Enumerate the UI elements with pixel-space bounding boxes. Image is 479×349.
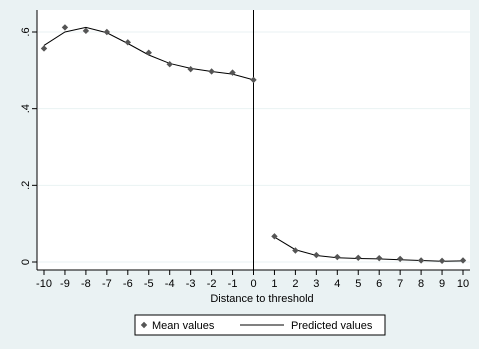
x-tick-label: -10 [36,278,52,290]
mean-point [438,257,446,265]
mean-point [292,247,299,254]
mean-point [417,257,425,264]
x-tick-label: -7 [102,278,112,290]
y-tick-label: .6 [20,27,32,36]
x-tick-label: -8 [81,278,91,290]
mean-point [145,49,152,56]
legend-diamond-icon [140,321,148,329]
x-axis-title: Distance to threshold [210,293,313,305]
legend-label-mean-values: Mean values [152,320,215,332]
y-tick-label: .2 [20,181,32,190]
legend-marker-mean-values [140,321,148,329]
x-tick-label: 2 [292,278,298,290]
mean-point [82,27,90,35]
x-tick-label: -5 [144,278,154,290]
predicted-line-segment-1 [274,236,464,262]
mean-point [376,254,383,262]
mean-point [396,255,404,263]
mean-point [313,251,320,259]
mean-point [334,253,341,261]
x-tick-label: 0 [250,278,256,290]
mean-point [208,68,215,75]
x-tick-label: 8 [418,278,424,290]
x-tick-label: 3 [313,278,319,290]
legend: Mean values Predicted values [134,314,386,336]
mean-point [166,61,173,68]
x-tick-label: 9 [439,278,445,290]
mean-point [187,65,194,73]
y-tick-label: 0 [20,259,32,265]
mean-point [459,257,467,264]
x-tick-label: 5 [355,278,361,290]
mean-markers-group [40,24,467,265]
x-tick-label: -2 [207,278,217,290]
mean-point [229,69,236,76]
x-tick-label: 10 [457,278,469,290]
x-axis-ticks: -10 -9 -8 -7 -6 -5 -4 -3 -2 -1 0 1 2 3 4 5 6 7 8 9 10 [36,270,469,290]
mean-point [61,24,69,31]
x-tick-label: 6 [376,278,382,290]
mean-point [250,76,257,84]
x-tick-label: 4 [334,278,340,290]
y-axis-ticks: 0 .2 .4 .6 [20,27,37,265]
legend-label-predicted-values: Predicted values [291,320,373,332]
mean-point [124,39,131,46]
x-tick-label: 1 [271,278,277,290]
mean-point [40,45,48,52]
x-tick-label: -9 [60,278,70,290]
y-tick-label: .4 [20,104,32,113]
x-tick-label: -3 [186,278,196,290]
mean-point [355,254,362,261]
mean-point [271,233,278,240]
x-tick-label: -1 [228,278,238,290]
x-tick-label: 7 [397,278,403,290]
mean-point [103,28,111,36]
x-tick-label: -4 [165,278,175,290]
x-tick-label: -6 [123,278,133,290]
